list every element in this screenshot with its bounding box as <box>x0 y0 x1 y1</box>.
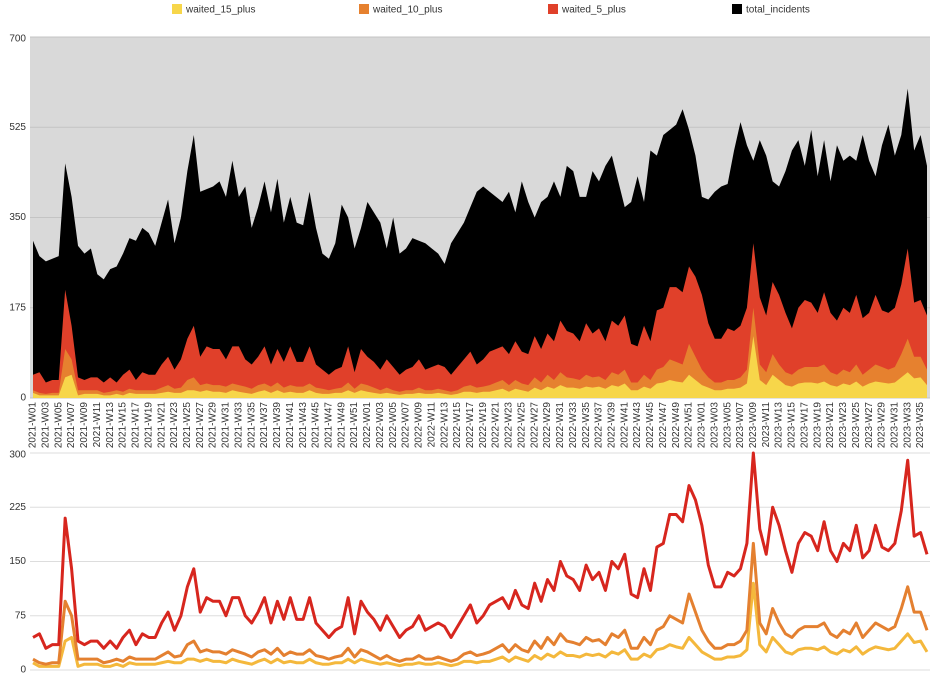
x-tick-label: 2023-W15 <box>787 402 798 449</box>
x-tick-label: 2022-W15 <box>452 402 463 449</box>
x-tick-label: 2023-W17 <box>799 402 810 449</box>
x-tick-label: 2021-W13 <box>105 402 116 449</box>
x-tick-label: 2023-W11 <box>761 402 772 448</box>
x-tick-label: 2022-W03 <box>375 402 386 449</box>
legend-label: waited_10_plus <box>372 5 443 16</box>
x-tick-label: 2021-W35 <box>246 402 257 449</box>
x-tick-label: 2021-W39 <box>272 402 283 449</box>
y-tick-label: 225 <box>9 502 26 513</box>
x-tick-label: 2023-W35 <box>915 402 926 449</box>
legend-swatch <box>548 4 558 14</box>
x-tick-label: 2022-W23 <box>504 402 515 449</box>
y-tick-label: 150 <box>9 556 26 567</box>
x-tick-label: 2022-W05 <box>388 402 399 449</box>
x-tick-label: 2022-W45 <box>645 402 656 449</box>
x-tick-label: 2023-W27 <box>864 402 875 449</box>
x-tick-label: 2023-W31 <box>889 402 900 449</box>
x-tick-label: 2022-W43 <box>632 402 643 449</box>
x-tick-label: 2021-W25 <box>182 402 193 449</box>
x-tick-label: 2022-W39 <box>606 402 617 449</box>
x-tick-label: 2021-W51 <box>349 402 360 449</box>
y-tick-label: 525 <box>9 122 26 133</box>
x-tick-label: 2021-W43 <box>298 402 309 449</box>
x-tick-label: 2022-W37 <box>594 402 605 449</box>
x-tick-label: 2021-W37 <box>259 402 270 449</box>
x-tick-label: 2021-W01 <box>28 402 39 449</box>
x-tick-label: 2022-W29 <box>542 402 553 449</box>
x-tick-label: 2022-W35 <box>581 402 592 449</box>
x-tick-label: 2021-W33 <box>233 402 244 449</box>
y-tick-label: 175 <box>9 302 26 313</box>
line <box>32 581 929 668</box>
area <box>33 243 927 398</box>
y-tick-label: 300 <box>9 450 26 461</box>
x-tick-label: 2022-W11 <box>426 402 437 448</box>
x-tick-label: 2023-W29 <box>877 402 888 449</box>
x-tick-label: 2022-W47 <box>658 402 669 449</box>
y-tick-label: 0 <box>20 665 26 676</box>
legend-swatch <box>732 4 742 14</box>
x-tick-label: 2023-W01 <box>697 402 708 449</box>
x-tick-label: 2022-W51 <box>684 402 695 449</box>
x-tick-label: 2023-W33 <box>902 402 913 449</box>
x-tick-label: 2022-W01 <box>362 402 373 449</box>
area <box>33 307 927 398</box>
x-tick-label: 2023-W23 <box>838 402 849 449</box>
x-tick-label: 2021-W45 <box>311 402 322 449</box>
x-tick-label: 2023-W21 <box>825 402 836 449</box>
x-tick-label: 2023-W09 <box>748 402 759 449</box>
x-tick-label: 2022-W21 <box>491 402 502 449</box>
x-tick-label: 2021-W05 <box>53 402 64 449</box>
x-tick-label: 2021-W29 <box>208 402 219 449</box>
legend-label: waited_15_plus <box>185 5 256 16</box>
x-tick-label: 2021-W19 <box>143 402 154 449</box>
x-tick-label: 2022-W13 <box>439 402 450 449</box>
y-tick-label: 350 <box>9 212 26 223</box>
x-tick-label: 2022-W27 <box>529 402 540 449</box>
y-tick-label: 75 <box>15 610 27 621</box>
x-tick-label: 2021-W17 <box>131 402 142 449</box>
x-tick-label: 2021-W09 <box>79 402 90 449</box>
line <box>32 541 929 666</box>
x-tick-label: 2021-W41 <box>285 402 296 449</box>
x-tick-label: 2021-W47 <box>323 402 334 449</box>
x-tick-label: 2022-W09 <box>414 402 425 449</box>
x-tick-label: 2022-W31 <box>555 402 566 449</box>
x-tick-label: 2021-W23 <box>169 402 180 449</box>
x-tick-label: 2021-W15 <box>118 402 129 449</box>
x-tick-label: 2023-W13 <box>774 402 785 449</box>
line <box>32 451 929 650</box>
legend-label: total_incidents <box>746 5 810 16</box>
x-tick-label: 2022-W33 <box>568 402 579 449</box>
x-tick-label: 2023-W19 <box>812 402 823 449</box>
x-tick-label: 2022-W25 <box>516 402 527 449</box>
area <box>33 336 927 398</box>
x-tick-label: 2021-W11 <box>92 402 103 448</box>
legend-swatch <box>359 4 369 14</box>
x-tick-label: 2021-W31 <box>221 402 232 449</box>
x-tick-label: 2023-W03 <box>709 402 720 449</box>
x-tick-label: 2021-W03 <box>41 402 52 449</box>
x-tick-label: 2022-W41 <box>619 402 630 449</box>
legend-swatch <box>172 4 182 14</box>
x-tick-label: 2021-W27 <box>195 402 206 449</box>
y-tick-label: 700 <box>9 34 26 45</box>
x-tick-label: 2023-W05 <box>722 402 733 449</box>
x-tick-label: 2022-W49 <box>671 402 682 449</box>
x-tick-label: 2021-W49 <box>336 402 347 449</box>
x-tick-label: 2023-W07 <box>735 402 746 449</box>
x-tick-label: 2023-W25 <box>851 402 862 449</box>
legend-label: waited_5_plus <box>561 5 626 16</box>
x-tick-label: 2021-W21 <box>156 402 167 449</box>
x-tick-label: 2022-W19 <box>478 402 489 449</box>
x-tick-label: 2022-W07 <box>401 402 412 449</box>
x-tick-label: 2022-W17 <box>465 402 476 449</box>
y-tick-label: 0 <box>20 393 26 404</box>
x-tick-label: 2021-W07 <box>66 402 77 449</box>
